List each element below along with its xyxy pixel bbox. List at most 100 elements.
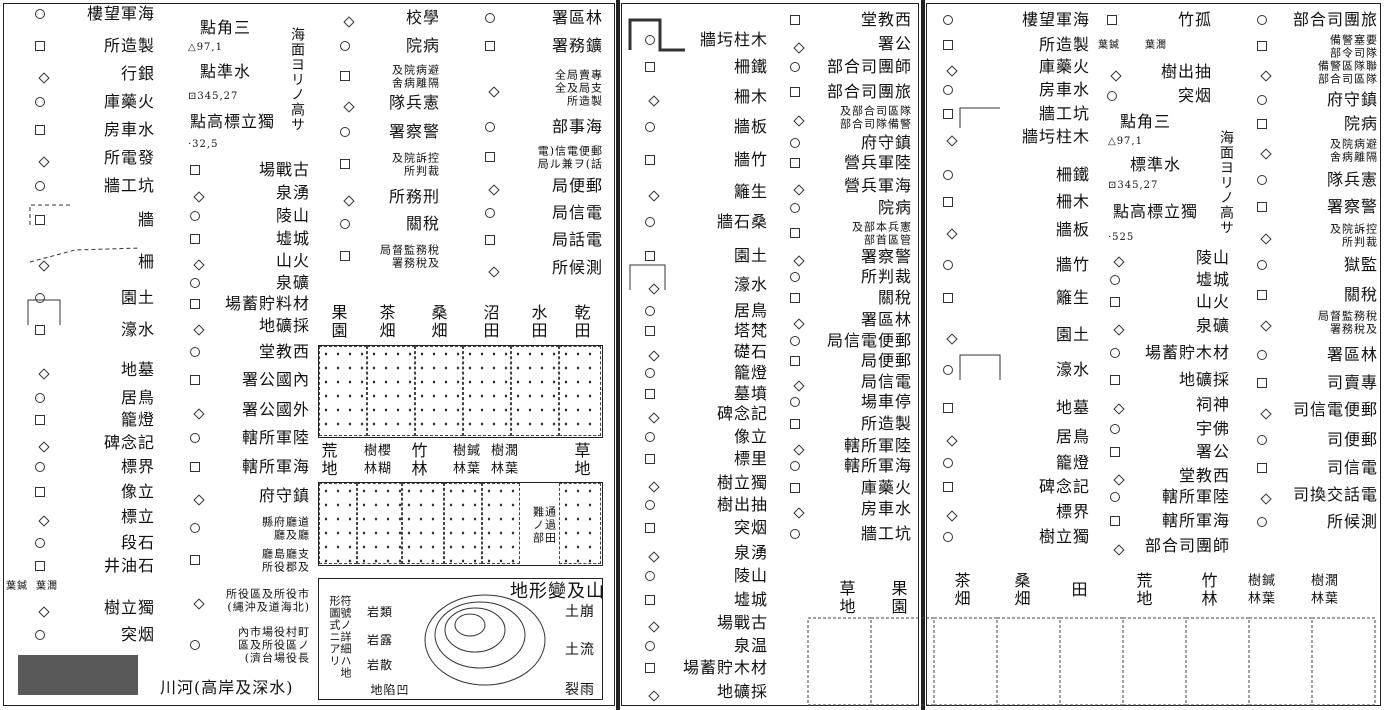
crop-header: 林葉 xyxy=(452,461,482,477)
legend-label: 碑念記 xyxy=(103,433,155,452)
legend-label: 司信電 xyxy=(1326,458,1378,477)
map-symbol xyxy=(340,71,350,81)
legend-note: 所役郡及 xyxy=(262,560,310,573)
map-symbol xyxy=(943,365,953,375)
legend-label: 庫藥火 xyxy=(1038,57,1090,76)
legend-note: 所役區及所役市 xyxy=(226,587,310,600)
crop-header: 田 xyxy=(1071,580,1089,599)
legend-label: 轄所軍陸 xyxy=(1161,487,1230,506)
legend-label: 署務鑛 xyxy=(551,36,603,55)
legend-label: 部事海 xyxy=(551,117,603,136)
map-symbol xyxy=(790,356,800,366)
map-symbol xyxy=(485,122,495,132)
triangulation-label: △97,1 xyxy=(188,42,223,53)
legend-label: 牆工坑 xyxy=(1038,104,1090,123)
legend-label: 所判裁 xyxy=(860,267,912,286)
legend-label: 柵木 xyxy=(733,87,768,106)
legend-label: 房車水 xyxy=(1038,80,1090,99)
map-symbol xyxy=(340,159,350,169)
legend-label: 所務刑 xyxy=(388,187,440,206)
map-symbol xyxy=(790,419,800,429)
legend-label: 像立 xyxy=(733,427,768,446)
panel-separator xyxy=(921,0,925,710)
legend-note: 署務稅及 xyxy=(392,256,440,269)
legend-label: 府守鎮 xyxy=(860,133,912,152)
legend-label: 關稅 xyxy=(1343,285,1378,304)
map-symbol xyxy=(790,461,800,471)
legend-label: 樹立獨 xyxy=(716,473,768,492)
map-symbol xyxy=(190,165,200,175)
legend-label: 所候測 xyxy=(551,258,603,277)
crop-header: 乾 xyxy=(574,303,592,322)
legend-label: 堂教西 xyxy=(1178,466,1230,485)
legend-label: 墟城 xyxy=(275,229,310,248)
crop-note: 部田 xyxy=(533,531,557,545)
map-symbol xyxy=(190,299,200,309)
legend-label: 樹出抽 xyxy=(1160,62,1212,81)
legend-label: 場車停 xyxy=(860,392,912,411)
crop-header: 竹 xyxy=(1201,571,1219,590)
triangulation-label: 點準水 xyxy=(200,62,252,81)
map-symbol xyxy=(35,9,45,19)
legend-label: 轄所軍海 xyxy=(843,456,912,475)
legend-label: 居鳥 xyxy=(1055,427,1090,446)
map-symbol xyxy=(1110,516,1120,526)
legend-label: 部合司團師 xyxy=(1144,536,1230,555)
crop-note: 難通 xyxy=(533,505,557,519)
map-symbol xyxy=(190,523,200,533)
legend-label: 居鳥 xyxy=(733,301,768,320)
legend-label: 署公國內 xyxy=(241,370,310,389)
legend-label: 泉温 xyxy=(733,636,768,655)
crop-header: 林 xyxy=(411,459,429,478)
map-symbol xyxy=(943,40,953,50)
legend-label: 場戰古 xyxy=(716,613,768,632)
crop-header: 地 xyxy=(321,459,339,478)
legend-label: 行銀 xyxy=(120,64,155,83)
legend-note: 廳島廳支 xyxy=(262,547,310,560)
map-symbol xyxy=(1110,297,1120,307)
map-symbol xyxy=(790,158,800,168)
map-symbol xyxy=(190,433,200,443)
crop-header: 茶 xyxy=(954,571,972,590)
triangulation-label: 點角三 xyxy=(200,18,252,37)
crop-header: 畑 xyxy=(431,321,449,340)
legend-label: 署區林 xyxy=(551,8,603,27)
triangulation-label: 標準水 xyxy=(1130,155,1182,174)
legend-label: 籠燈 xyxy=(733,363,768,382)
legend-label: 部合司團旅 xyxy=(1292,10,1378,29)
legend-label: 司便郵 xyxy=(1326,430,1378,449)
map-symbol xyxy=(35,393,45,403)
legend-label: 樹立獨 xyxy=(1038,527,1090,546)
legend-note: 備警塞要 xyxy=(1330,33,1378,46)
map-symbol xyxy=(1257,378,1267,388)
map-symbol xyxy=(1257,290,1267,300)
legend-label: 地墓 xyxy=(120,360,155,379)
map-symbol xyxy=(190,640,200,650)
legend-label: 院病 xyxy=(405,36,440,55)
map-symbol xyxy=(645,155,655,165)
legend-label: 泉湧 xyxy=(275,183,310,202)
legend-label: 場蓄貯料材 xyxy=(224,294,310,313)
legend-label: 園土 xyxy=(733,246,768,265)
map-symbol xyxy=(943,109,953,119)
map-symbol xyxy=(1107,91,1117,101)
legend-label: 地礦採 xyxy=(258,316,310,335)
crop-header: 林葉 xyxy=(1310,591,1340,607)
legend-label: 府守鎮 xyxy=(1326,90,1378,109)
legend-label: 隊兵憲 xyxy=(388,93,440,112)
legend-label: 轄所軍海 xyxy=(1161,511,1230,530)
legend-label: 司賣專 xyxy=(1326,373,1378,392)
map-symbol xyxy=(645,217,655,227)
legend-label: 局信電 xyxy=(860,372,912,391)
legend-label: 牆板 xyxy=(733,117,768,136)
legend-label: 柵木 xyxy=(1055,192,1090,211)
map-symbol xyxy=(645,500,655,510)
map-symbol xyxy=(790,87,800,97)
legend-note: (濟台場役長 xyxy=(244,651,310,665)
legend-note: 所判裁 xyxy=(1342,235,1378,248)
triangulation-label: ⊡345,27 xyxy=(188,91,239,102)
terrain-label: 土流 xyxy=(565,642,595,658)
terrain-label: 岩散 xyxy=(366,658,394,672)
